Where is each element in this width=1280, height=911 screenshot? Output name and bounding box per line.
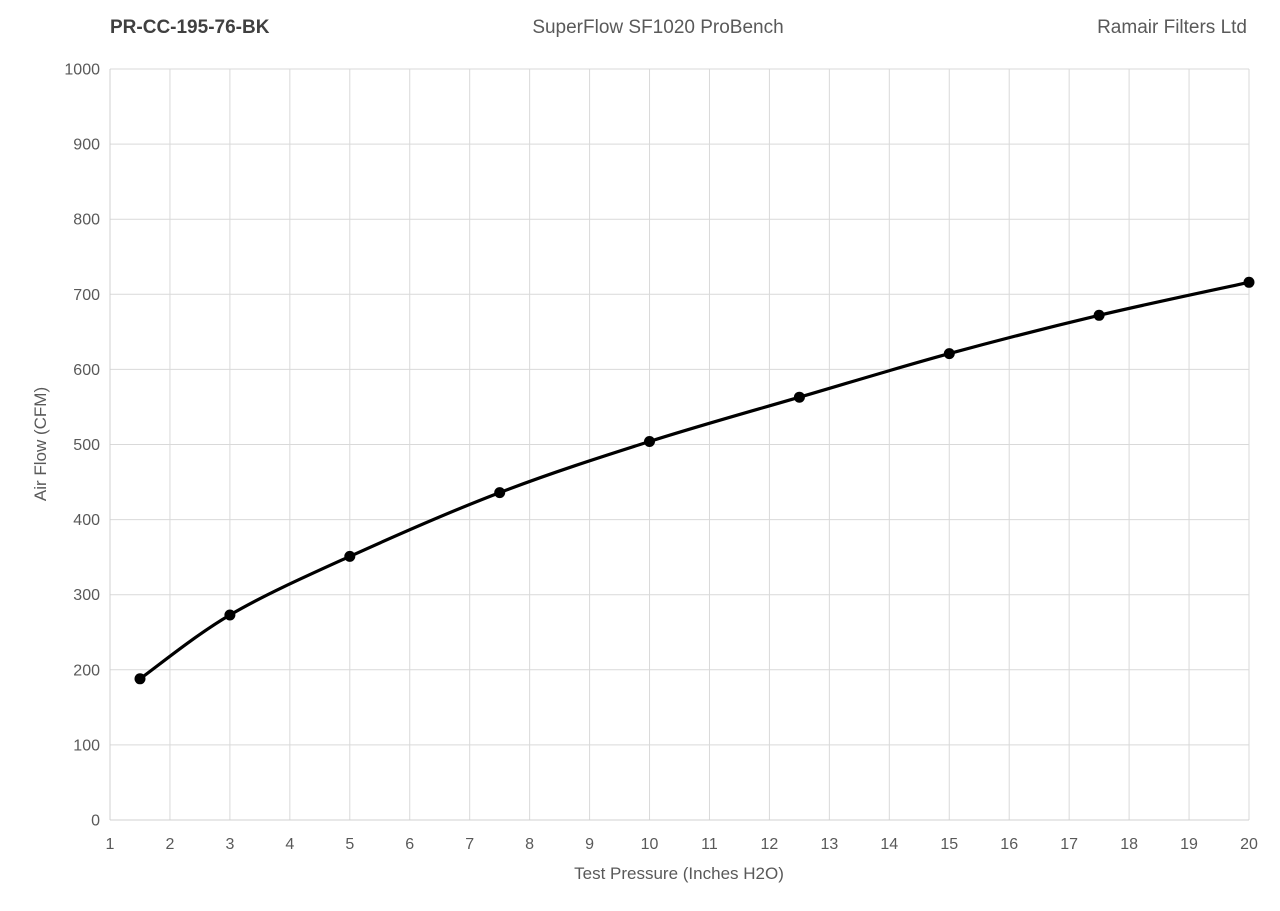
y-tick-label: 300 [73, 587, 100, 604]
data-point-marker [644, 436, 655, 447]
x-tick-label: 10 [641, 836, 659, 853]
y-tick-label: 700 [73, 287, 100, 304]
x-axis-title: Test Pressure (Inches H2O) [574, 864, 784, 883]
y-tick-label: 100 [73, 737, 100, 754]
x-tick-label: 15 [940, 836, 958, 853]
x-tick-label: 16 [1000, 836, 1018, 853]
y-tick-label: 900 [73, 137, 100, 154]
y-tick-label: 600 [73, 362, 100, 379]
x-tick-label: 8 [525, 836, 534, 853]
y-tick-label: 200 [73, 662, 100, 679]
data-point-marker [793, 391, 805, 403]
y-tick-label: 500 [73, 437, 100, 454]
x-tick-label: 1 [106, 836, 115, 853]
x-tick-label: 14 [880, 836, 898, 853]
axes-layer [109, 69, 1249, 821]
y-axis-title: Air Flow (CFM) [31, 386, 50, 502]
flow-curve [138, 280, 1251, 681]
x-tick-label: 11 [701, 836, 718, 853]
series-layer [134, 276, 1255, 685]
test-bench-title: SuperFlow SF1020 ProBench [532, 17, 784, 38]
x-tick-label: 13 [820, 836, 838, 853]
x-tick-label: 20 [1240, 836, 1258, 853]
x-tick-label: 9 [585, 836, 594, 853]
y-tick-label: 800 [73, 212, 100, 229]
x-tick-label: 7 [465, 836, 474, 853]
x-tick-label: 6 [405, 836, 414, 853]
data-point-marker [494, 487, 506, 499]
part-number-title: PR-CC-195-76-BK [110, 17, 270, 38]
x-tick-label: 19 [1180, 836, 1198, 853]
x-tick-label: 3 [225, 836, 234, 853]
x-tick-label: 2 [165, 836, 174, 853]
x-tick-label: 12 [761, 836, 779, 853]
x-tick-label: 5 [345, 836, 354, 853]
y-tick-label: 0 [91, 813, 100, 830]
x-tick-label: 18 [1120, 836, 1138, 853]
y-tick-label: 1000 [64, 62, 100, 79]
gridlines-layer [109, 68, 1250, 821]
data-point-marker [1243, 276, 1255, 288]
data-point-marker [224, 609, 236, 621]
x-tick-label: 17 [1060, 836, 1078, 853]
x-tick-label: 4 [285, 836, 294, 853]
data-point-marker [344, 550, 356, 562]
data-point-marker [943, 348, 955, 360]
data-point-marker [134, 673, 146, 685]
y-tick-label: 400 [73, 512, 100, 529]
data-point-marker [1093, 309, 1105, 321]
company-title: Ramair Filters Ltd [1097, 17, 1247, 38]
